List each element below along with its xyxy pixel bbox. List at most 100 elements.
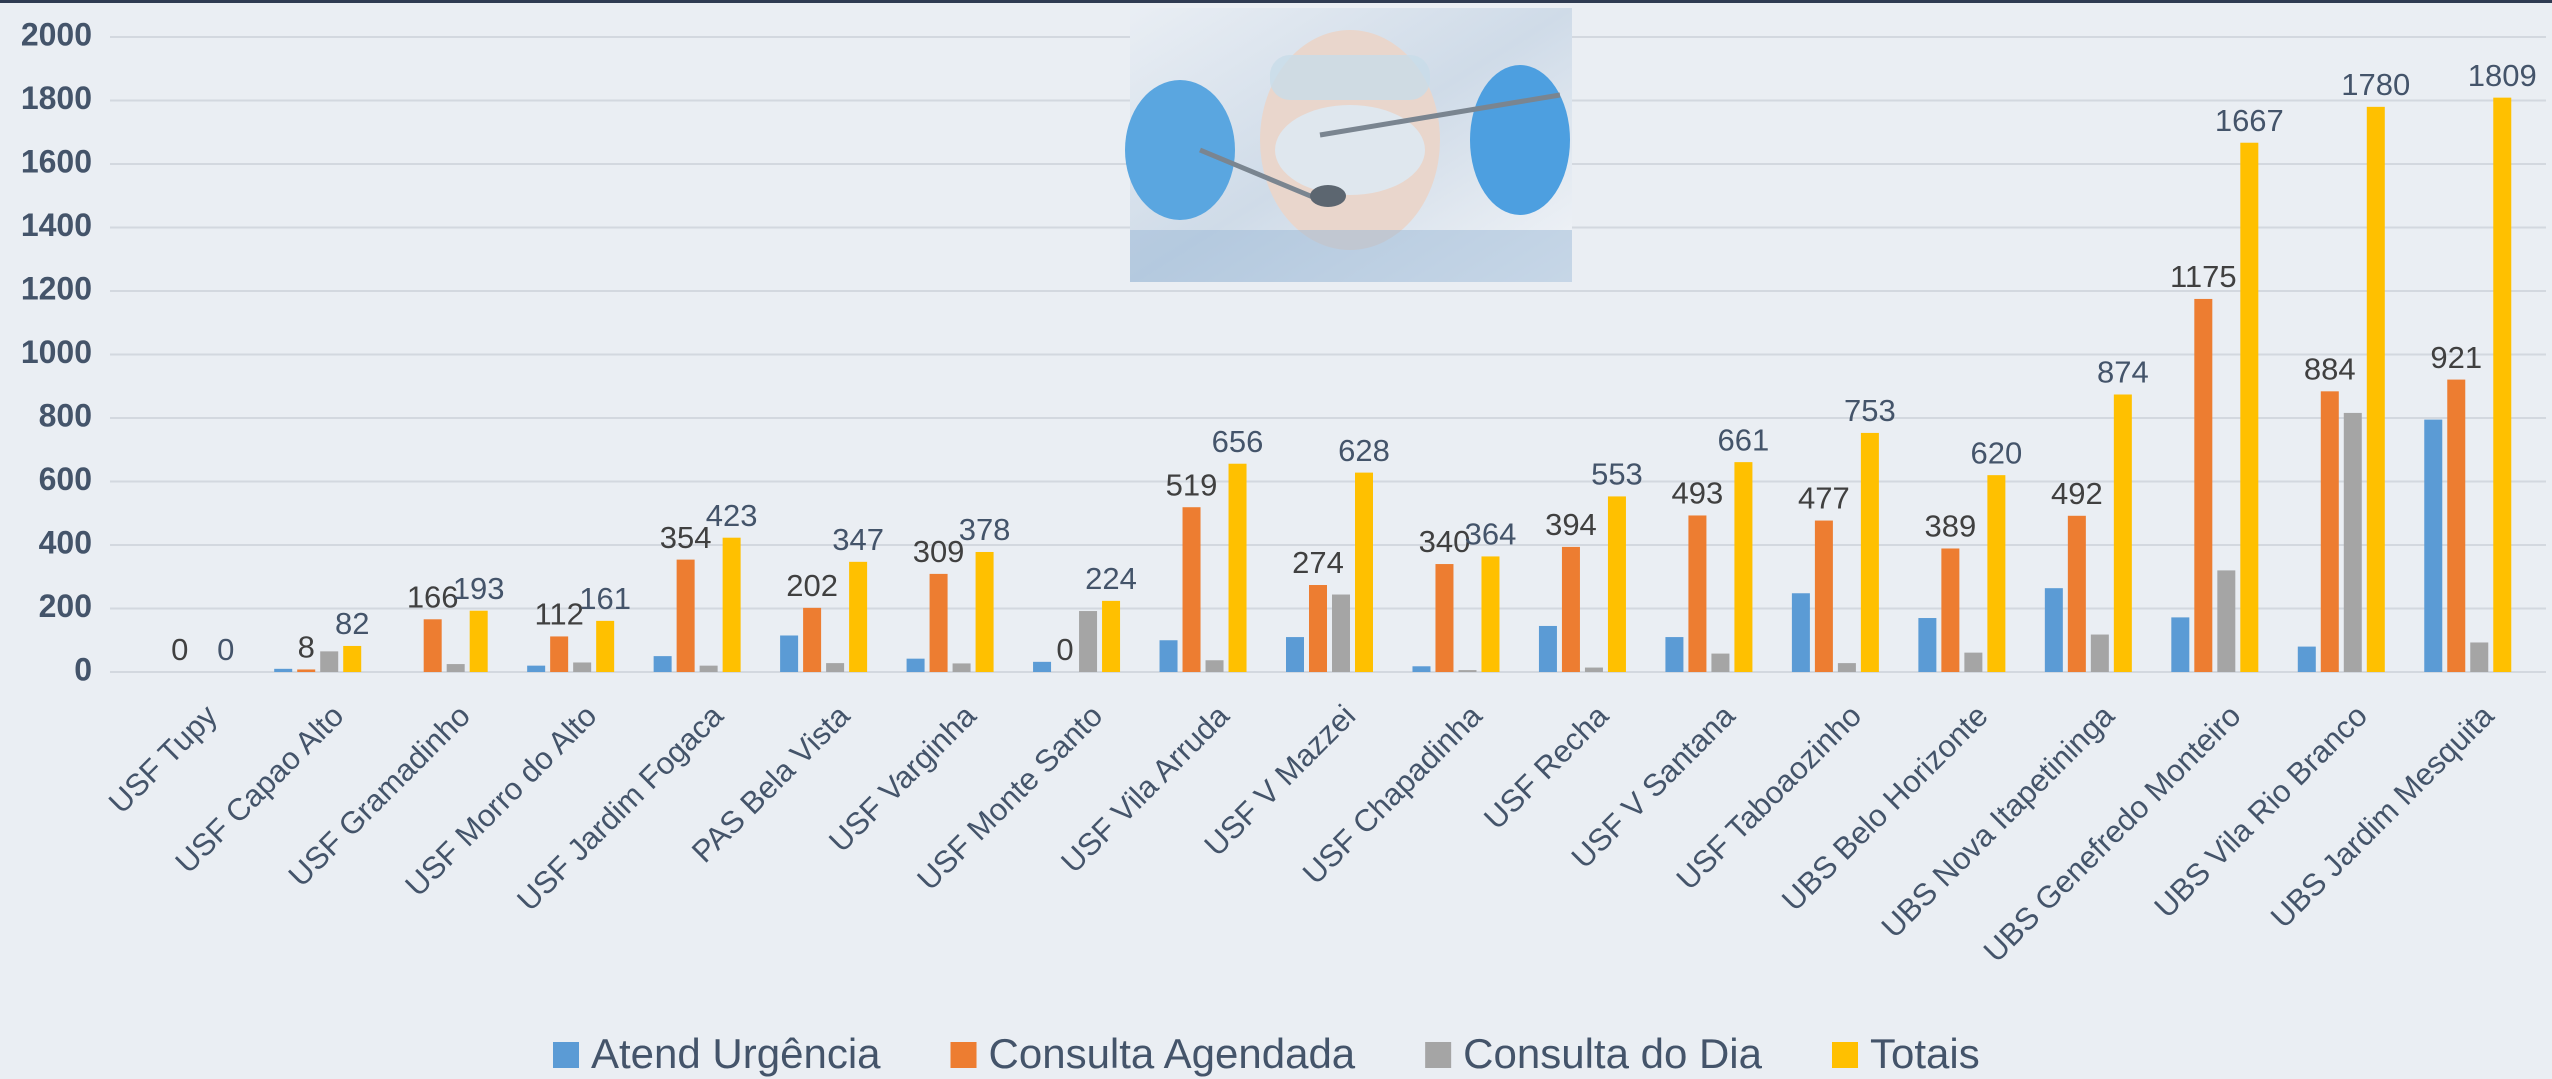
bar	[1964, 652, 1983, 672]
data-label: 423	[706, 498, 758, 533]
data-label: 394	[1545, 507, 1597, 542]
bar	[1079, 611, 1098, 672]
bar	[1561, 546, 1580, 672]
bar	[1458, 670, 1477, 672]
data-label: 874	[2097, 355, 2149, 390]
data-label: 166	[407, 579, 459, 614]
data-label: 378	[959, 512, 1011, 547]
bar	[2343, 412, 2362, 672]
data-label: 354	[660, 520, 712, 555]
data-label: 364	[1465, 517, 1517, 552]
y-tick-label: 800	[39, 397, 92, 433]
x-tick-label: UBS Jardim Mesquita	[2264, 697, 2501, 934]
data-label: 884	[2304, 352, 2356, 387]
bar	[653, 656, 672, 672]
bar	[469, 610, 488, 672]
bar	[596, 620, 615, 672]
bar	[297, 669, 316, 672]
data-label: 347	[832, 522, 884, 557]
data-label: 477	[1798, 481, 1850, 516]
data-label: 8	[298, 630, 315, 665]
bar	[1102, 600, 1121, 672]
data-label: 193	[453, 571, 505, 606]
y-tick-label: 200	[39, 588, 92, 624]
bar	[2424, 419, 2443, 672]
bar	[2366, 106, 2385, 673]
legend: Atend Urgência Consulta Agendada Consulta …	[553, 1030, 1980, 1077]
bar	[2493, 97, 2512, 672]
bar	[2044, 588, 2063, 672]
bar	[2171, 617, 2190, 672]
bar	[1688, 515, 1707, 672]
data-label: 620	[1971, 435, 2023, 470]
bar	[699, 665, 718, 672]
bar	[2297, 646, 2316, 672]
legend-swatch	[1425, 1042, 1452, 1068]
legend-label: Atend Urgência	[591, 1030, 881, 1077]
x-tick-label: USF Tupy	[102, 698, 225, 821]
data-label: 202	[786, 568, 838, 603]
y-tick-label: 1000	[21, 334, 92, 370]
photo	[1125, 8, 1572, 282]
legend-label: Consulta Agendada	[989, 1030, 1356, 1077]
y-tick-label: 2000	[21, 16, 92, 52]
bar	[2470, 642, 2489, 672]
data-label: 82	[335, 606, 369, 641]
bar	[952, 663, 971, 672]
data-label: 161	[579, 581, 631, 616]
x-tick-label: UBS Belo Horizonte	[1775, 698, 1995, 918]
bar	[573, 662, 592, 672]
bar	[274, 668, 293, 672]
data-label: 492	[2051, 476, 2103, 511]
bar	[2090, 634, 2109, 672]
y-tick-label: 1200	[21, 270, 92, 306]
data-label: 519	[1166, 467, 1218, 502]
data-label: 1175	[2170, 259, 2237, 294]
data-label: 340	[1419, 524, 1471, 559]
legend-swatch	[553, 1042, 579, 1068]
data-label: 753	[1844, 393, 1896, 428]
bar	[2113, 394, 2132, 672]
bar	[975, 551, 994, 672]
y-tick-label: 1400	[21, 207, 92, 243]
bar	[550, 636, 569, 672]
x-tick-label: USF Jardim Fogaca	[510, 697, 730, 917]
legend-swatch	[1832, 1042, 1858, 1068]
bar	[1355, 472, 1373, 672]
bar	[343, 645, 362, 672]
x-tick-label: UBS Nova Itapetininga	[1875, 697, 2122, 944]
data-label: 1667	[2215, 103, 2284, 138]
data-label: 661	[1718, 422, 1770, 457]
bar	[1205, 660, 1224, 672]
bar	[2194, 298, 2213, 672]
bar	[423, 619, 442, 672]
x-tick-label: USF Recha	[1477, 697, 1616, 836]
legend-swatch	[950, 1042, 977, 1068]
data-label: 1780	[2341, 67, 2410, 102]
bar	[1918, 618, 1937, 672]
bar	[2447, 379, 2466, 672]
data-label: 0	[1056, 632, 1073, 667]
x-tick-label: UBS Genefredo Monteiro	[1977, 698, 2248, 969]
data-label: 493	[1672, 476, 1724, 511]
bar	[1481, 556, 1500, 672]
data-label: 389	[1925, 509, 1977, 544]
bar	[780, 635, 799, 672]
x-tick-label: UBS Vila Rio Branco	[2147, 698, 2374, 925]
data-label: 112	[534, 597, 583, 632]
data-label: 628	[1338, 433, 1390, 468]
bar	[1309, 585, 1327, 672]
bar	[1665, 637, 1684, 672]
bar	[2320, 391, 2339, 672]
bar	[2067, 515, 2086, 672]
data-label: 656	[1212, 424, 1264, 459]
bar	[2217, 570, 2236, 672]
legend-label: Consulta do Dia	[1463, 1030, 1762, 1077]
y-tick-label: 0	[74, 651, 92, 687]
bar	[446, 664, 465, 672]
bar	[1538, 625, 1557, 672]
bar	[1734, 462, 1753, 672]
top-border	[0, 0, 2552, 3]
bar	[906, 658, 925, 672]
